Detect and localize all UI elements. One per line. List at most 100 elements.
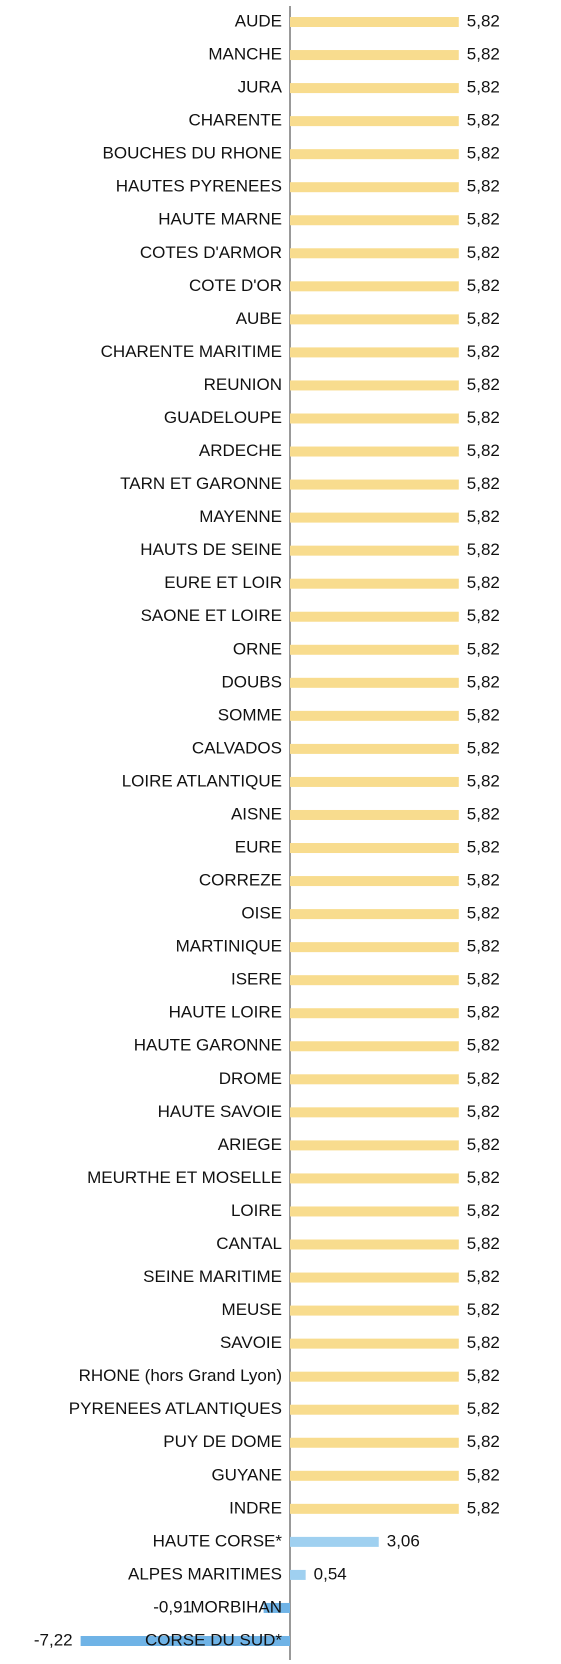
category-label: ARIEGE — [218, 1135, 282, 1154]
category-label: ALPES MARITIMES — [128, 1564, 282, 1583]
category-label: CANTAL — [216, 1234, 282, 1253]
category-label: CHARENTE — [188, 111, 282, 130]
bar — [290, 1107, 459, 1118]
category-label: AISNE — [231, 804, 282, 823]
bar — [290, 743, 459, 754]
bar — [290, 1140, 459, 1151]
category-label: RHONE (hors Grand Lyon) — [79, 1366, 282, 1385]
category-label: OISE — [241, 904, 282, 923]
bar — [290, 1206, 459, 1217]
value-label: 5,82 — [467, 871, 500, 890]
value-label: 5,82 — [467, 606, 500, 625]
category-label: GUADELOUPE — [164, 408, 282, 427]
bar — [290, 1470, 459, 1481]
value-label: 5,82 — [467, 705, 500, 724]
category-label: LOIRE ATLANTIQUE — [122, 771, 282, 790]
value-label: 5,82 — [467, 78, 500, 97]
value-label: 5,82 — [467, 1267, 500, 1286]
category-label: EURE ET LOIR — [164, 573, 282, 592]
bar — [290, 479, 459, 490]
value-label: 5,82 — [467, 1366, 500, 1385]
bar — [290, 50, 459, 61]
category-label: BOUCHES DU RHONE — [103, 144, 282, 163]
bar — [290, 1305, 459, 1316]
category-label: MEURTHE ET MOSELLE — [87, 1168, 282, 1187]
bar — [290, 876, 459, 887]
bar — [290, 644, 459, 655]
value-label: 3,06 — [387, 1531, 420, 1550]
value-label: 5,82 — [467, 474, 500, 493]
category-label: REUNION — [204, 375, 282, 394]
value-label: 5,82 — [467, 1333, 500, 1352]
category-label: HAUTE SAVOIE — [158, 1102, 282, 1121]
bar — [290, 1074, 459, 1085]
bar — [290, 182, 459, 193]
value-label: 5,82 — [467, 210, 500, 229]
bar — [290, 909, 459, 920]
bar — [290, 545, 459, 556]
value-label: 5,82 — [467, 1300, 500, 1319]
value-label: 5,82 — [467, 838, 500, 857]
category-label: HAUTES PYRENEES — [116, 177, 282, 196]
value-label: 5,82 — [467, 1432, 500, 1451]
category-label: ARDECHE — [199, 441, 282, 460]
value-label: 5,82 — [467, 1201, 500, 1220]
value-label: 5,82 — [467, 111, 500, 130]
bar — [290, 942, 459, 953]
value-label: 5,82 — [467, 540, 500, 559]
value-label: 5,82 — [467, 408, 500, 427]
bar — [290, 809, 459, 820]
bar — [290, 1008, 459, 1019]
value-label: 5,82 — [467, 1399, 500, 1418]
value-label: 5,82 — [467, 375, 500, 394]
category-label: PUY DE DOME — [163, 1432, 282, 1451]
category-label: CORSE DU SUD* — [145, 1630, 282, 1649]
value-label: -0,91 — [153, 1597, 192, 1616]
value-label: 5,82 — [467, 1168, 500, 1187]
value-label: 5,82 — [467, 573, 500, 592]
value-label: 5,82 — [467, 441, 500, 460]
bar — [290, 512, 459, 523]
category-label: DOUBS — [222, 672, 282, 691]
value-label: 5,82 — [467, 507, 500, 526]
category-label: SEINE MARITIME — [143, 1267, 282, 1286]
bar — [290, 1239, 459, 1250]
value-label: 5,82 — [467, 276, 500, 295]
category-label: PYRENEES ATLANTIQUES — [69, 1399, 282, 1418]
category-label: CALVADOS — [192, 738, 282, 757]
value-label: 5,82 — [467, 804, 500, 823]
bar — [80, 1636, 291, 1646]
bar — [290, 116, 459, 127]
category-label: DROME — [219, 1069, 282, 1088]
bar — [263, 1602, 290, 1613]
category-label: INDRE — [229, 1498, 282, 1517]
category-label: HAUTE MARNE — [158, 210, 282, 229]
bar — [290, 776, 459, 787]
category-label: SAVOIE — [220, 1333, 282, 1352]
bar — [290, 1503, 459, 1514]
category-label: HAUTE LOIRE — [169, 1003, 282, 1022]
value-label: 5,82 — [467, 177, 500, 196]
bar — [290, 578, 459, 589]
category-label: COTES D'ARMOR — [140, 243, 282, 262]
value-label: 5,82 — [467, 1102, 500, 1121]
bar — [290, 843, 459, 854]
category-label: ISERE — [231, 970, 282, 989]
category-label: COTE D'OR — [189, 276, 282, 295]
category-label: SOMME — [218, 705, 282, 724]
value-label: 5,82 — [467, 672, 500, 691]
category-label: HAUTE GARONNE — [134, 1036, 282, 1055]
category-label: SAONE ET LOIRE — [141, 606, 282, 625]
value-label: 5,82 — [467, 144, 500, 163]
bar — [290, 1272, 459, 1283]
value-label: 5,82 — [467, 937, 500, 956]
value-label: 5,82 — [467, 1069, 500, 1088]
category-label: CHARENTE MARITIME — [101, 342, 282, 361]
value-label: 5,82 — [467, 970, 500, 989]
bar — [290, 248, 459, 259]
value-label: 5,82 — [467, 309, 500, 328]
category-label: AUBE — [236, 309, 282, 328]
category-label: TARN ET GARONNE — [120, 474, 282, 493]
bar — [290, 215, 459, 226]
